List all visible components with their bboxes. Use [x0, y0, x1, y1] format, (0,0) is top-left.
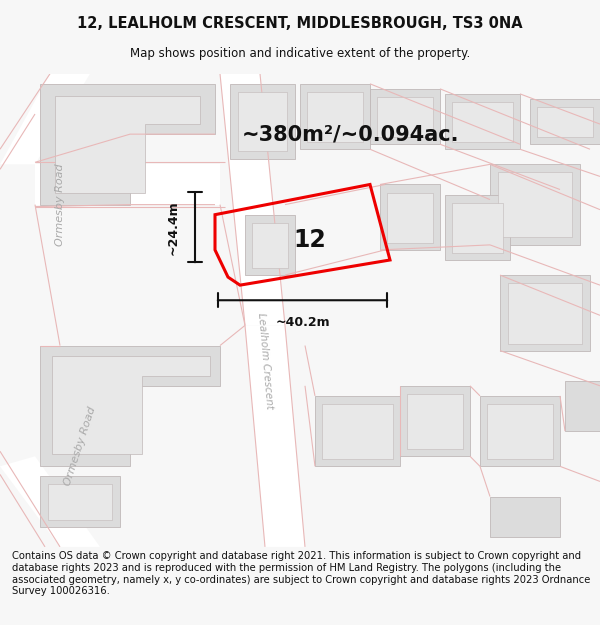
Text: Ormesby Road: Ormesby Road	[55, 163, 65, 246]
Text: ~380m²/~0.094ac.: ~380m²/~0.094ac.	[241, 124, 459, 144]
Polygon shape	[500, 275, 590, 351]
Polygon shape	[0, 74, 90, 164]
Polygon shape	[387, 192, 433, 243]
Polygon shape	[490, 164, 580, 245]
Polygon shape	[377, 97, 433, 137]
Polygon shape	[35, 164, 220, 204]
Polygon shape	[445, 194, 510, 260]
Polygon shape	[230, 84, 295, 159]
Text: Lealholm Crescent: Lealholm Crescent	[256, 312, 274, 409]
Polygon shape	[245, 214, 295, 275]
Polygon shape	[508, 283, 582, 344]
Polygon shape	[245, 326, 305, 547]
Text: Contains OS data © Crown copyright and database right 2021. This information is : Contains OS data © Crown copyright and d…	[12, 551, 590, 596]
Polygon shape	[307, 92, 363, 142]
Polygon shape	[315, 396, 400, 466]
Polygon shape	[480, 396, 560, 466]
Text: Map shows position and indicative extent of the property.: Map shows position and indicative extent…	[130, 47, 470, 60]
Polygon shape	[252, 222, 288, 268]
Polygon shape	[40, 84, 215, 204]
Polygon shape	[40, 476, 120, 527]
Polygon shape	[220, 74, 285, 326]
Polygon shape	[400, 386, 470, 456]
Text: ~24.4m: ~24.4m	[167, 200, 179, 254]
Polygon shape	[300, 84, 370, 149]
Polygon shape	[452, 202, 503, 253]
Polygon shape	[40, 346, 220, 466]
Polygon shape	[48, 484, 112, 520]
Polygon shape	[0, 456, 100, 547]
Polygon shape	[490, 496, 560, 537]
Polygon shape	[445, 94, 520, 149]
Polygon shape	[498, 173, 572, 237]
Polygon shape	[530, 99, 600, 144]
Text: ~40.2m: ~40.2m	[275, 316, 330, 329]
Polygon shape	[238, 92, 287, 151]
Text: 12, LEALHOLM CRESCENT, MIDDLESBROUGH, TS3 0NA: 12, LEALHOLM CRESCENT, MIDDLESBROUGH, TS…	[77, 16, 523, 31]
Polygon shape	[322, 404, 393, 459]
Polygon shape	[380, 184, 440, 250]
Polygon shape	[407, 394, 463, 449]
Text: 12: 12	[293, 228, 326, 252]
Polygon shape	[487, 404, 553, 459]
Polygon shape	[565, 381, 600, 431]
Polygon shape	[52, 356, 210, 454]
Polygon shape	[55, 96, 200, 192]
Polygon shape	[537, 107, 593, 137]
Polygon shape	[452, 102, 513, 142]
Polygon shape	[370, 89, 440, 144]
Text: Ormesby Road: Ormesby Road	[62, 406, 98, 487]
